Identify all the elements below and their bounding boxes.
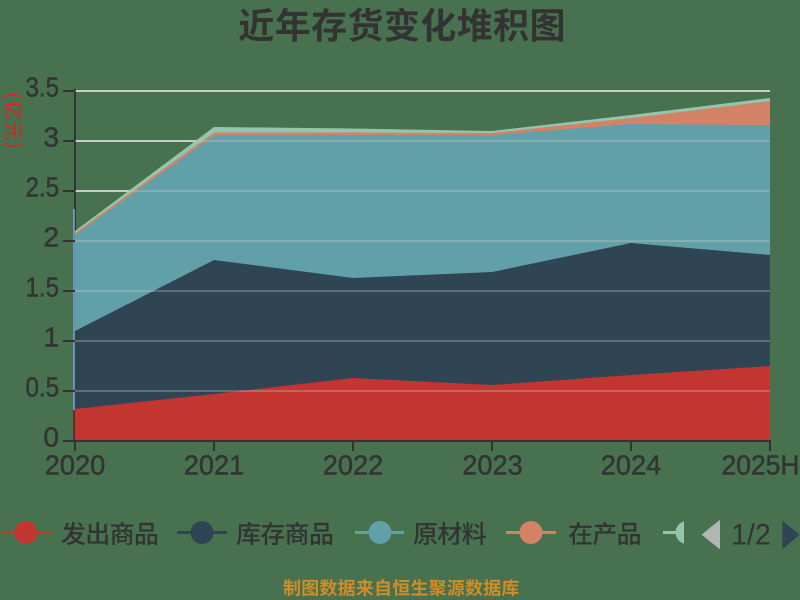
svg-text:2025H: 2025H [722,449,800,481]
svg-text:2.5: 2.5 [26,171,60,203]
svg-text:1: 1 [43,321,59,353]
svg-text:1/2: 1/2 [731,519,771,552]
svg-text:3: 3 [43,121,59,153]
svg-text:0: 0 [43,421,59,453]
svg-text:0.5: 0.5 [26,371,60,403]
svg-text:2024: 2024 [601,449,662,481]
svg-text:2021: 2021 [184,449,245,481]
svg-text:2022: 2022 [323,449,384,481]
svg-text:3.5: 3.5 [26,71,60,103]
svg-text:2020: 2020 [45,449,106,481]
svg-text:2: 2 [43,221,59,253]
svg-text:1.5: 1.5 [26,271,60,303]
svg-text:2023: 2023 [462,449,523,481]
